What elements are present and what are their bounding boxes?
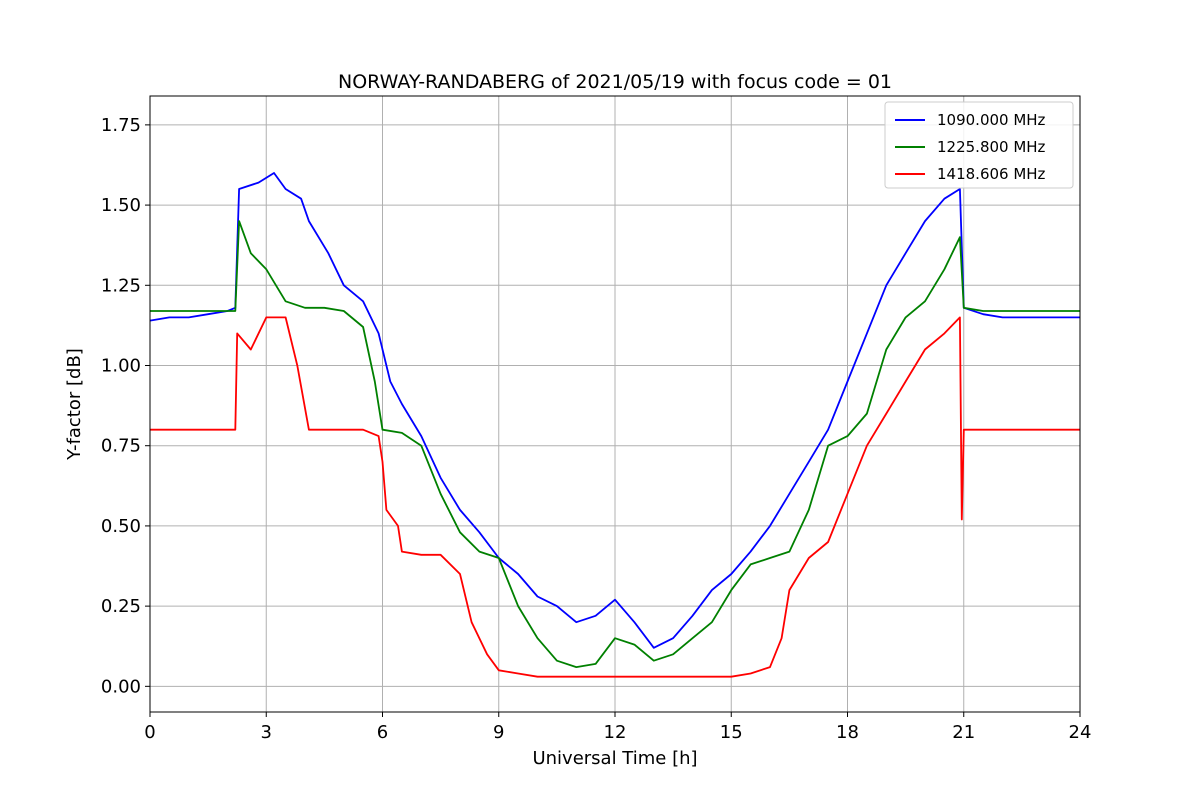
y-tick-label: 1.75 <box>101 115 141 136</box>
x-tick-label: 18 <box>836 722 859 743</box>
y-tick-label: 0.50 <box>101 516 141 537</box>
series-layer <box>149 172 1080 678</box>
y-axis-label: Y-factor [dB] <box>64 348 85 461</box>
legend-box <box>884 101 1074 189</box>
legend-entry: 1090.000 MHz <box>937 111 1046 129</box>
x-tick-label: 0 <box>144 722 155 743</box>
y-tick-label: 0.25 <box>101 596 141 617</box>
y-tick-label: 1.50 <box>101 195 141 216</box>
x-tick-label: 3 <box>261 722 272 743</box>
legend: 1090.000 MHz 1225.800 MHz 1418.606 MHz <box>884 101 1074 189</box>
x-tick-label: 24 <box>1069 722 1092 743</box>
x-tick-label: 6 <box>377 722 388 743</box>
legend-entry: 1418.606 MHz <box>937 165 1046 183</box>
x-tick-label: 12 <box>604 722 627 743</box>
series-line-3 <box>150 316 1080 678</box>
x-axis: 0 3 6 9 12 15 18 21 24 <box>144 712 1091 743</box>
y-tick-label: 0.00 <box>101 676 141 697</box>
x-tick-label: 15 <box>720 722 743 743</box>
y-tick-label: 1.25 <box>101 275 141 296</box>
series-line-2 <box>150 220 1080 668</box>
x-axis-label: Universal Time [h] <box>532 748 697 769</box>
x-tick-label: 9 <box>493 722 504 743</box>
x-tick-label: 21 <box>952 722 975 743</box>
y-tick-label: 0.75 <box>101 436 141 457</box>
series-line-1 <box>149 172 1080 649</box>
y-tick-label: 1.00 <box>101 356 141 377</box>
legend-entry: 1225.800 MHz <box>937 138 1046 156</box>
y-axis: 0.00 0.25 0.50 0.75 1.00 1.25 1.50 1.75 <box>101 115 150 697</box>
grid <box>149 96 1081 712</box>
chart-title: NORWAY-RANDABERG of 2021/05/19 with focu… <box>338 71 892 93</box>
